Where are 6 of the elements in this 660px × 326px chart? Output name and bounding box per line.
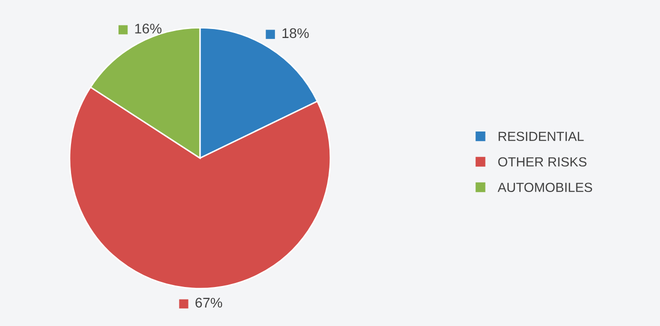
data-label: 18% xyxy=(282,28,309,38)
legend-label: OTHER RISKS xyxy=(498,157,586,167)
data-label: 16% xyxy=(135,24,162,34)
legend-label: AUTOMOBILES xyxy=(498,182,592,192)
legend-label: RESIDENTIAL xyxy=(498,132,584,142)
data-label: 67% xyxy=(196,298,222,308)
